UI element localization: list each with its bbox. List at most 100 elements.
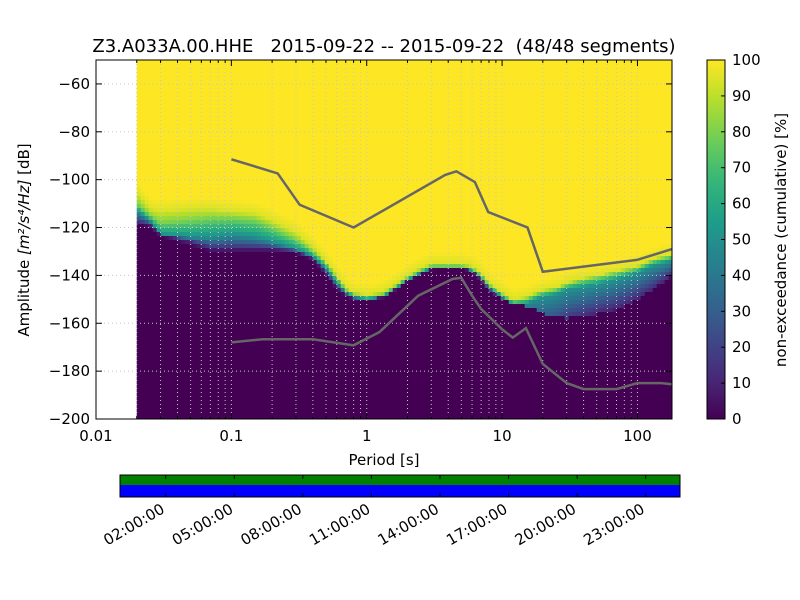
heatmap-cell [268, 80, 274, 85]
heatmap-cell [288, 120, 294, 125]
heatmap-cell [268, 116, 274, 121]
heatmap-cell [352, 232, 358, 237]
heatmap-cell [184, 140, 190, 145]
heatmap-cell [212, 256, 218, 261]
heatmap-cell [164, 320, 170, 325]
heatmap-cell [356, 96, 362, 101]
heatmap-cell [212, 248, 218, 253]
heatmap-cell [252, 220, 258, 225]
heatmap-cell [324, 100, 330, 105]
heatmap-cell [284, 208, 290, 213]
heatmap-cell [332, 380, 338, 385]
heatmap-cell [320, 176, 326, 181]
heatmap-cell [212, 264, 218, 269]
heatmap-cell [296, 412, 302, 417]
heatmap-cell [284, 256, 290, 261]
heatmap-cell [344, 208, 350, 213]
heatmap-cell [304, 256, 310, 261]
heatmap-cell [312, 404, 318, 409]
heatmap-cell [228, 216, 234, 221]
heatmap-cell [264, 104, 270, 109]
heatmap-cell [164, 120, 170, 125]
heatmap-cell [332, 304, 338, 309]
heatmap-cell [208, 372, 214, 377]
heatmap-cell [284, 392, 290, 397]
heatmap-cell [244, 352, 250, 357]
heatmap-cell [224, 284, 230, 289]
heatmap-cell [148, 220, 154, 225]
heatmap-cell [336, 128, 342, 133]
heatmap-cell [168, 320, 174, 325]
heatmap-cell [312, 236, 318, 241]
heatmap-cell [208, 356, 214, 361]
heatmap-cell [252, 308, 258, 313]
heatmap-cell [196, 240, 202, 245]
heatmap-cell [280, 312, 286, 317]
heatmap-cell [168, 244, 174, 249]
heatmap-cell [160, 60, 166, 65]
heatmap-cell [220, 76, 226, 81]
heatmap-cell [180, 264, 186, 269]
heatmap-cell [136, 384, 142, 389]
heatmap-cell [340, 124, 346, 129]
heatmap-cell [256, 144, 262, 149]
heatmap-cell [220, 156, 226, 161]
heatmap-cell [240, 384, 246, 389]
heatmap-cell [288, 368, 294, 373]
heatmap-cell [348, 320, 354, 325]
heatmap-cell [236, 76, 242, 81]
heatmap-cell [224, 304, 230, 309]
heatmap-cell [216, 60, 222, 65]
heatmap-cell [192, 404, 198, 409]
heatmap-cell [340, 388, 346, 393]
heatmap-cell [172, 248, 178, 253]
heatmap-cell [208, 144, 214, 149]
heatmap-cell [292, 332, 298, 337]
heatmap-cell [308, 96, 314, 101]
heatmap-cell [168, 152, 174, 157]
heatmap-cell [236, 316, 242, 321]
heatmap-cell [332, 368, 338, 373]
heatmap-cell [164, 276, 170, 281]
heatmap-cell [136, 248, 142, 253]
heatmap-cell [300, 304, 306, 309]
heatmap-cell [272, 300, 278, 305]
heatmap-cell [248, 304, 254, 309]
heatmap-cell [352, 176, 358, 181]
heatmap-cell [352, 352, 358, 357]
heatmap-cell [244, 68, 250, 73]
heatmap-cell [164, 136, 170, 141]
heatmap-cell [184, 112, 190, 117]
heatmap-cell [316, 336, 322, 341]
heatmap-cell [228, 236, 234, 241]
heatmap-cell [136, 240, 142, 245]
heatmap-cell [308, 260, 314, 265]
heatmap-cell [296, 376, 302, 381]
heatmap-cell [324, 316, 330, 321]
heatmap-cell [164, 328, 170, 333]
heatmap-cell [344, 72, 350, 77]
heatmap-cell [352, 128, 358, 133]
heatmap-cell [248, 272, 254, 277]
heatmap-cell [256, 124, 262, 129]
heatmap-cell [204, 312, 210, 317]
heatmap-cell [136, 340, 142, 345]
heatmap-cell [304, 272, 310, 277]
heatmap-cell [300, 364, 306, 369]
heatmap-cell [256, 92, 262, 97]
heatmap-cell [352, 400, 358, 405]
heatmap-cell [148, 164, 154, 169]
heatmap-cell [136, 232, 142, 237]
heatmap-cell [164, 392, 170, 397]
heatmap-cell [300, 216, 306, 221]
heatmap-cell [204, 408, 210, 413]
heatmap-cell [332, 60, 338, 65]
heatmap-cell [304, 264, 310, 269]
heatmap-cell [172, 252, 178, 257]
heatmap-cell [260, 256, 266, 261]
heatmap-cell [192, 164, 198, 169]
heatmap-cell [188, 404, 194, 409]
heatmap-cell [256, 376, 262, 381]
heatmap-cell [324, 80, 330, 85]
heatmap-cell [136, 164, 142, 169]
